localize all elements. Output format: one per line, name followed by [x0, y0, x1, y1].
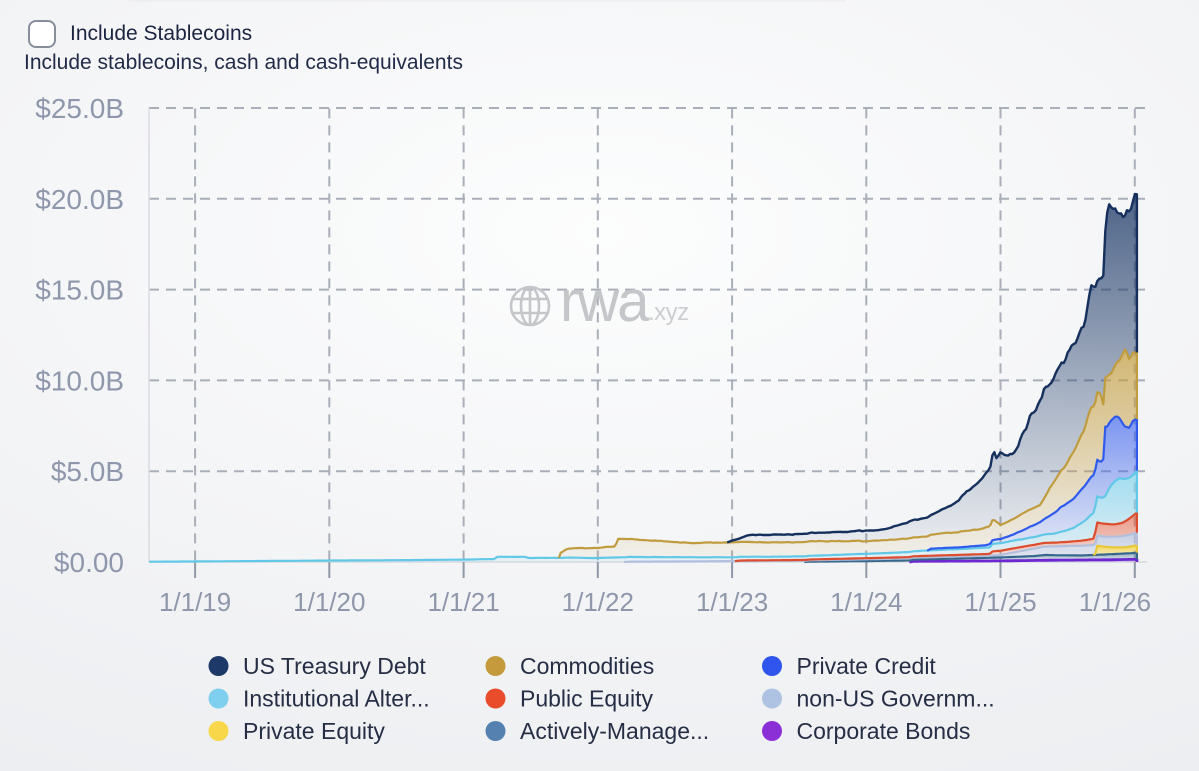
svg-text:.xyz: .xyz [648, 299, 689, 326]
svg-text:1/1/22: 1/1/22 [562, 587, 634, 617]
svg-text:rwa: rwa [560, 269, 650, 334]
svg-text:1/1/21: 1/1/21 [427, 587, 499, 617]
svg-text:1/1/20: 1/1/20 [293, 587, 365, 617]
svg-text:Institutional Alter...: Institutional Alter... [243, 686, 430, 712]
svg-text:$15.0B: $15.0B [35, 275, 124, 306]
svg-text:$0.00: $0.00 [54, 547, 124, 578]
svg-text:non-US Governm...: non-US Governm... [797, 686, 995, 712]
svg-text:$5.0B: $5.0B [51, 456, 124, 487]
svg-text:Public Equity: Public Equity [520, 686, 653, 712]
svg-text:1/1/26: 1/1/26 [1079, 587, 1151, 617]
svg-text:$25.0B: $25.0B [35, 93, 124, 124]
svg-text:Actively-Manage...: Actively-Manage... [520, 718, 709, 744]
svg-text:1/1/25: 1/1/25 [964, 587, 1036, 617]
svg-text:1/1/24: 1/1/24 [830, 587, 902, 617]
svg-text:US Treasury Debt: US Treasury Debt [243, 653, 426, 679]
svg-text:1/1/23: 1/1/23 [696, 587, 768, 617]
svg-text:Commodities: Commodities [520, 653, 654, 679]
svg-text:$10.0B: $10.0B [35, 365, 124, 396]
svg-text:Private Equity: Private Equity [243, 718, 385, 744]
svg-text:$20.0B: $20.0B [35, 184, 124, 215]
svg-text:Corporate Bonds: Corporate Bonds [797, 718, 971, 744]
svg-text:Private Credit: Private Credit [797, 653, 937, 679]
svg-text:1/1/19: 1/1/19 [159, 587, 231, 617]
